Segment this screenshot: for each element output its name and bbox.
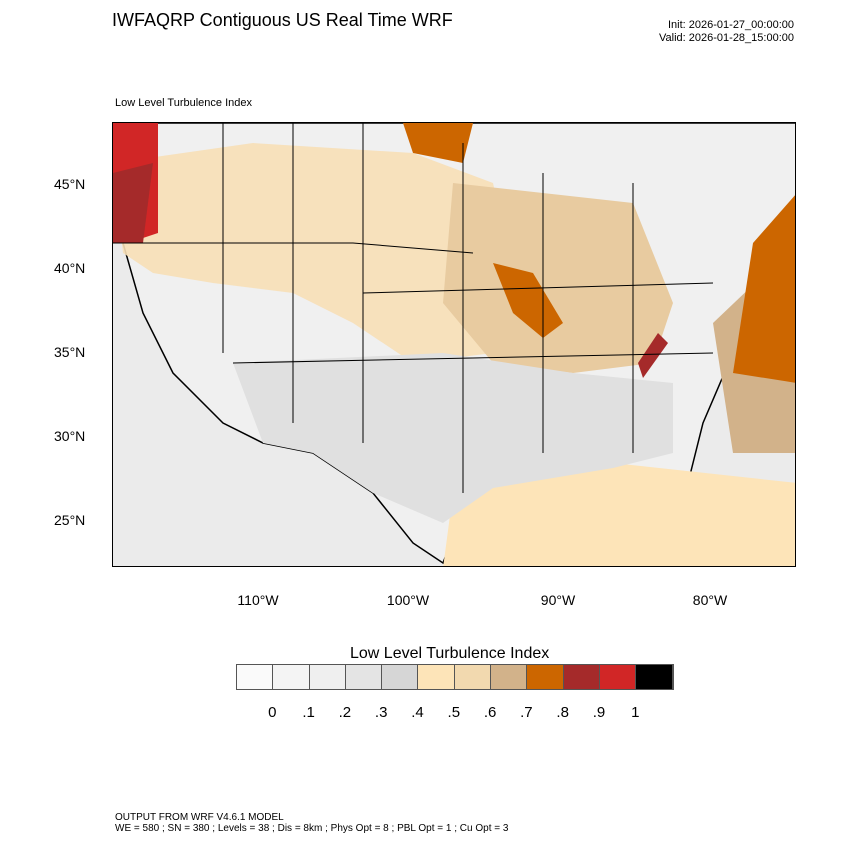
lat-label: 25°N [54,512,86,528]
colorbar-label: .8 [556,704,569,721]
lat-label: 40°N [54,260,86,276]
colorbar-box [636,665,673,689]
colorbar-box [527,665,564,689]
field-label: Low Level Turbulence Index [115,97,252,109]
colorbar-box [382,665,419,689]
colorbar-label: 0 [268,704,277,721]
colorbar-box [345,665,383,689]
colorbar-label: .6 [483,704,497,721]
colorbar-title: Low Level Turbulence Index [350,645,550,662]
colorbar-box [454,665,492,689]
colorbar [236,664,674,690]
colorbar-label: .7 [520,704,533,721]
colorbar-label: .9 [592,704,606,721]
lon-label: 80°W [692,592,728,608]
colorbar-box [273,665,310,689]
turbulence-field-map [113,123,795,566]
high-region-canada [403,123,473,163]
colorbar-label: .5 [447,704,461,721]
valid-time: Valid: 2026-01-28_15:00:00 [659,32,794,44]
colorbar-box [491,665,528,689]
lat-label: 35°N [54,344,86,360]
state-borders [113,123,714,493]
model-config: WE = 580 ; SN = 380 ; Levels = 38 ; Dis … [115,823,509,834]
colorbar-label: .3 [374,704,388,721]
colorbar-box [237,665,274,689]
moderate-region-gulf [443,463,795,566]
colorbar-label: .4 [411,704,424,721]
plot-title: IWFAQRP Contiguous US Real Time WRF [112,10,453,30]
high-region-appalachian [638,333,668,378]
colorbar-box [418,665,455,689]
lon-label: 110°W [237,592,279,608]
init-time: Init: 2026-01-27_00:00:00 [668,19,794,31]
colorbar-label: 1 [631,704,640,721]
high-region-pacific [113,163,153,243]
lon-label: 90°W [540,592,576,608]
colorbar-label: .2 [338,704,352,721]
colorbar-box [563,665,600,689]
colorbar-box [309,665,346,689]
map-panel [112,122,796,567]
model-version: OUTPUT FROM WRF V4.6.1 MODEL [115,812,284,823]
lon-label: 100°W [386,592,430,608]
colorbar-box [599,665,637,689]
moderate-region-midwest [443,183,673,373]
model-info: OUTPUT FROM WRF V4.6.1 MODEL WE = 580 ; … [115,812,508,834]
time-info: Init: 2026-01-27_00:00:00 Valid: 2026-01… [659,19,794,45]
lat-label: 45°N [54,176,86,192]
high-region-atlantic [733,195,795,383]
colorbar-label: .1 [302,704,315,721]
high-region-iowa [493,263,563,338]
moderate-region-west [113,143,513,363]
low-region-south [233,353,673,523]
lat-label: 30°N [54,428,86,444]
